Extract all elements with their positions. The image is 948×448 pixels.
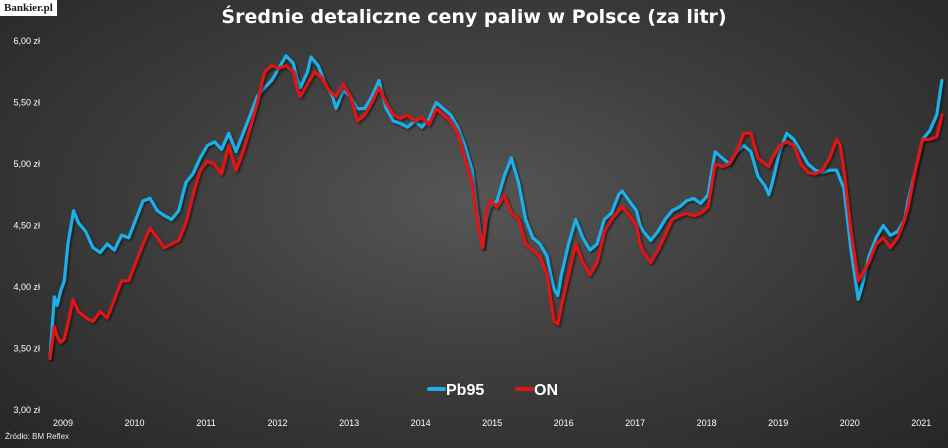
y-tick-label: 4,50 zł [13, 221, 40, 231]
y-tick-label: 5,00 zł [13, 159, 40, 169]
x-tick-label: 2010 [125, 418, 145, 428]
x-tick-label: 2018 [697, 418, 717, 428]
y-tick-label: 4,00 zł [13, 282, 40, 292]
x-tick-label: 2011 [196, 418, 215, 428]
x-tick-label: 2017 [625, 418, 645, 428]
source-note: Źródło: BM Reflex [5, 432, 70, 441]
series-line-on [48, 63, 944, 360]
y-tick-label: 6,00 zł [13, 36, 40, 46]
bankier-logo: Bankier.pl [0, 0, 57, 16]
x-axis-ticks: 2009 2010 2011 2012 2013 2014 2015 2016 2017 2018… [53, 418, 931, 428]
y-axis-ticks: 3,00 zł 3,50 zł 4,00 zł 4,50 zł 5,00 zł 5,50 … [13, 36, 40, 415]
x-tick-label: 2016 [554, 418, 574, 428]
x-tick-label: 2015 [482, 418, 502, 428]
y-tick-label: 3,00 zł [13, 405, 40, 415]
x-tick-label: 2012 [268, 418, 288, 428]
x-tick-label: 2020 [840, 418, 860, 428]
x-tick-label: 2019 [768, 418, 788, 428]
y-tick-label: 3,50 zł [13, 344, 40, 354]
x-tick-label: 2021 [911, 418, 931, 428]
legend-label-pb95: Pb95 [446, 382, 484, 399]
legend-label-on: ON [534, 382, 558, 399]
x-tick-label: 2013 [339, 418, 359, 428]
chart-title: Średnie detaliczne ceny paliw w Polsce (… [221, 6, 727, 28]
y-tick-label: 5,50 zł [13, 98, 40, 108]
legend: Pb95 ON [427, 382, 558, 399]
x-tick-label: 2009 [53, 418, 73, 428]
series-layer [48, 54, 944, 360]
x-tick-label: 2014 [411, 418, 431, 428]
